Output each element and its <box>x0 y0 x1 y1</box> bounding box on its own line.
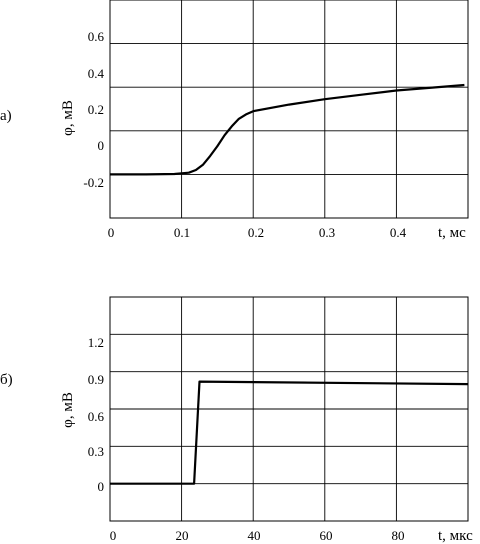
chart-a-y-tick: -0.2 <box>83 175 104 190</box>
chart-a-series-line <box>110 83 465 176</box>
chart-b-y-tick: 0.3 <box>88 444 104 459</box>
chart-b-y-tick: 1.2 <box>88 335 104 350</box>
chart-a-y-tick: 0.2 <box>88 102 104 117</box>
chart-b-y-tick: 0 <box>98 479 105 494</box>
chart-a-y-ticks: 0.6 0.4 0.2 0 -0.2 <box>83 29 104 190</box>
chart-a-x-tick: 0.2 <box>248 225 264 240</box>
chart-b-plot-frame <box>109 296 469 522</box>
chart-a-x-ticks: 0 0.1 0.2 0.3 0.4 <box>108 225 407 240</box>
chart-b-series-line <box>110 380 469 485</box>
chart-a-plot-frame <box>109 0 469 219</box>
chart-a-x-tick: 0.4 <box>390 225 407 240</box>
chart-b-x-tick: 60 <box>320 528 333 543</box>
chart-a-panel-label: а) <box>0 108 12 124</box>
chart-a-grid <box>109 0 468 219</box>
chart-a-x-tick: 0.3 <box>319 225 335 240</box>
chart-b-y-ticks: 1.2 0.9 0.6 0.3 0 <box>88 335 105 494</box>
chart-b-x-axis-label: t, мкс <box>438 528 473 544</box>
chart-a-x-axis-label: t, мс <box>438 225 466 241</box>
chart-b: б) φ, мВ 1.2 0.9 0.6 0.3 0 0 20 40 60 80… <box>0 296 473 544</box>
chart-b-y-tick: 0.9 <box>88 372 104 387</box>
chart-b-x-tick: 20 <box>176 528 189 543</box>
chart-b-x-ticks: 0 20 40 60 80 <box>110 528 405 543</box>
chart-a-y-axis-label: φ, мВ <box>60 100 76 136</box>
chart-b-x-tick: 0 <box>110 528 117 543</box>
chart-a-x-tick: 0 <box>108 225 115 240</box>
chart-b-y-axis-label: φ, мВ <box>60 392 76 428</box>
chart-b-x-tick: 40 <box>248 528 261 543</box>
chart-a-y-tick: 0.4 <box>88 66 105 81</box>
chart-b-y-tick: 0.6 <box>88 409 105 424</box>
chart-b-panel-label: б) <box>0 372 13 388</box>
chart-a: а) φ, мВ 0.6 0.4 0.2 0 -0.2 0 0.1 0.2 0.… <box>0 0 469 241</box>
chart-a-y-tick: 0 <box>98 138 105 153</box>
chart-a-x-tick: 0.1 <box>174 225 190 240</box>
chart-a-y-tick: 0.6 <box>88 29 105 44</box>
chart-b-x-tick: 80 <box>392 528 405 543</box>
chart-b-grid <box>109 297 468 521</box>
